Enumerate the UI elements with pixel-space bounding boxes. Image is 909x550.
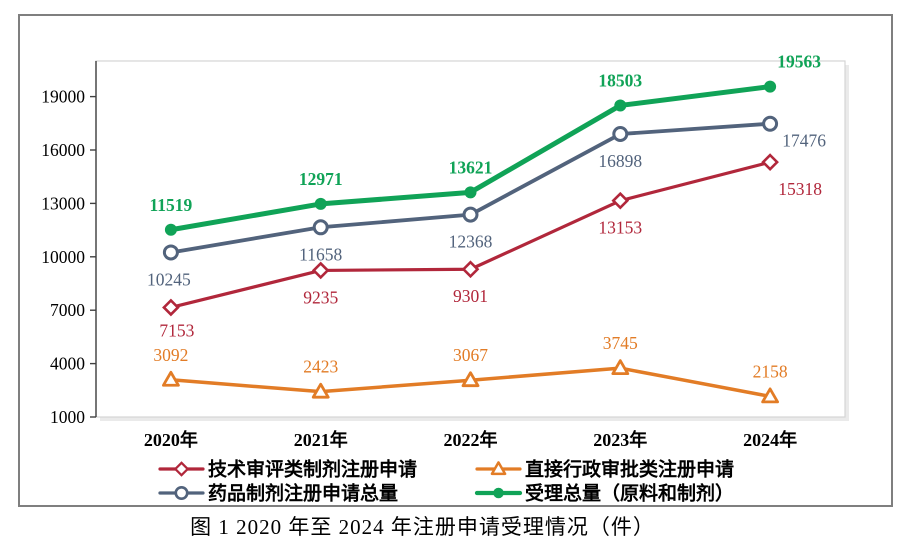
series-direct-admin-approval-applications: 3092 2423 3067 3745 2158 — [153, 333, 788, 404]
marker-triangle-hollow-icon — [461, 371, 480, 388]
marker-diamond-hollow-icon — [761, 153, 779, 171]
series-tech-review-applications: 7153 9235 9301 13153 15318 — [159, 153, 822, 340]
data-label-total-accepted: 13621 — [449, 157, 493, 177]
data-label-drug-preparation-applications-total: 17476 — [782, 131, 826, 151]
marker-triangle-hollow-icon — [311, 382, 330, 399]
y-tick-label: 4000 — [50, 354, 85, 374]
legend-item-drug-preparation-applications-total: 药品制剂注册申请总量 — [158, 482, 398, 505]
marker-diamond-hollow-icon — [311, 261, 330, 280]
legend-label: 受理总量（原料和制剂） — [525, 482, 734, 505]
marker-triangle-hollow-icon — [162, 370, 180, 387]
marker-triangle-hollow-icon — [490, 461, 507, 476]
marker-circle-hollow-icon — [612, 126, 629, 143]
x-axis: 2020年 2021年 2022年 2023年 2024年 — [144, 429, 797, 450]
marker-diamond-hollow-icon — [611, 191, 630, 210]
marker-circle-hollow-icon — [762, 115, 779, 132]
marker-circle-hollow-icon — [462, 206, 479, 223]
marker-circle-filled-icon — [164, 223, 177, 236]
x-tick-label: 2024年 — [743, 429, 797, 450]
marker-circle-hollow-icon — [162, 244, 179, 261]
data-label-total-accepted: 11519 — [150, 195, 193, 215]
marker-diamond-hollow-icon — [173, 461, 190, 477]
figure-box: 1000 4000 7000 10000 13000 16000 19000 2020年 202… — [18, 14, 893, 507]
legend-item-direct-admin-approval-applications: 直接行政审批类注册申请 — [475, 458, 734, 481]
marker-triangle-hollow-icon — [611, 359, 630, 376]
y-tick-label: 19000 — [41, 87, 85, 107]
data-label-drug-preparation-applications-total: 16898 — [598, 151, 642, 171]
legend-item-total-accepted: 受理总量（原料和制剂） — [474, 482, 734, 505]
data-label-direct-admin-approval-applications: 3092 — [153, 345, 188, 365]
legend-label: 技术审评类制剂注册申请 — [208, 458, 417, 481]
data-label-tech-review-applications: 13153 — [598, 218, 642, 238]
marker-circle-filled-icon — [314, 197, 327, 210]
data-label-tech-review-applications: 7153 — [159, 320, 194, 340]
y-tick-label: 1000 — [50, 407, 85, 427]
y-tick-label: 7000 — [50, 300, 85, 320]
data-label-tech-review-applications: 9235 — [303, 287, 338, 307]
x-tick-label: 2021年 — [294, 429, 348, 450]
data-label-tech-review-applications: 15318 — [778, 179, 822, 199]
legend-label: 直接行政审批类注册申请 — [525, 458, 734, 481]
data-label-drug-preparation-applications-total: 10245 — [147, 269, 191, 289]
y-tick-label: 13000 — [41, 193, 85, 213]
marker-diamond-hollow-icon — [461, 260, 480, 279]
marker-circle-filled-icon — [493, 487, 504, 499]
x-tick-label: 2023年 — [593, 429, 647, 450]
marker-circle-filled-icon — [464, 186, 477, 199]
plot-area — [95, 60, 846, 418]
data-label-drug-preparation-applications-total: 12368 — [449, 232, 493, 252]
legend-item-tech-review-applications: 技术审评类制剂注册申请 — [158, 458, 417, 481]
series-drug-preparation-applications-total: 10245 11658 12368 16898 17476 — [147, 115, 826, 289]
data-label-direct-admin-approval-applications: 3067 — [453, 345, 488, 365]
data-label-total-accepted: 12971 — [299, 169, 343, 189]
marker-circle-filled-icon — [764, 80, 777, 93]
data-label-tech-review-applications: 9301 — [453, 286, 488, 306]
x-tick-label: 2022年 — [444, 429, 498, 450]
marker-circle-hollow-icon — [312, 219, 329, 236]
legend-label: 药品制剂注册申请总量 — [208, 482, 398, 505]
marker-circle-hollow-icon — [174, 485, 189, 501]
series-total-accepted: 11519 12971 13621 18503 19563 — [150, 52, 821, 236]
marker-triangle-hollow-icon — [761, 387, 779, 404]
y-axis: 1000 4000 7000 10000 13000 16000 19000 — [41, 61, 97, 427]
data-label-direct-admin-approval-applications: 2158 — [753, 361, 788, 381]
data-label-total-accepted: 18503 — [598, 70, 642, 90]
data-label-direct-admin-approval-applications: 2423 — [303, 357, 338, 377]
y-tick-label: 10000 — [41, 247, 85, 267]
data-label-direct-admin-approval-applications: 3745 — [603, 333, 638, 353]
marker-diamond-hollow-icon — [162, 298, 180, 317]
x-tick-label: 2020年 — [144, 429, 198, 450]
data-label-drug-preparation-applications-total: 11658 — [299, 244, 342, 264]
data-label-total-accepted: 19563 — [777, 52, 821, 72]
figure-caption: 图 1 2020 年至 2024 年注册申请受理情况（件） — [190, 515, 655, 539]
marker-circle-filled-icon — [614, 99, 627, 112]
y-tick-label: 16000 — [41, 140, 85, 160]
